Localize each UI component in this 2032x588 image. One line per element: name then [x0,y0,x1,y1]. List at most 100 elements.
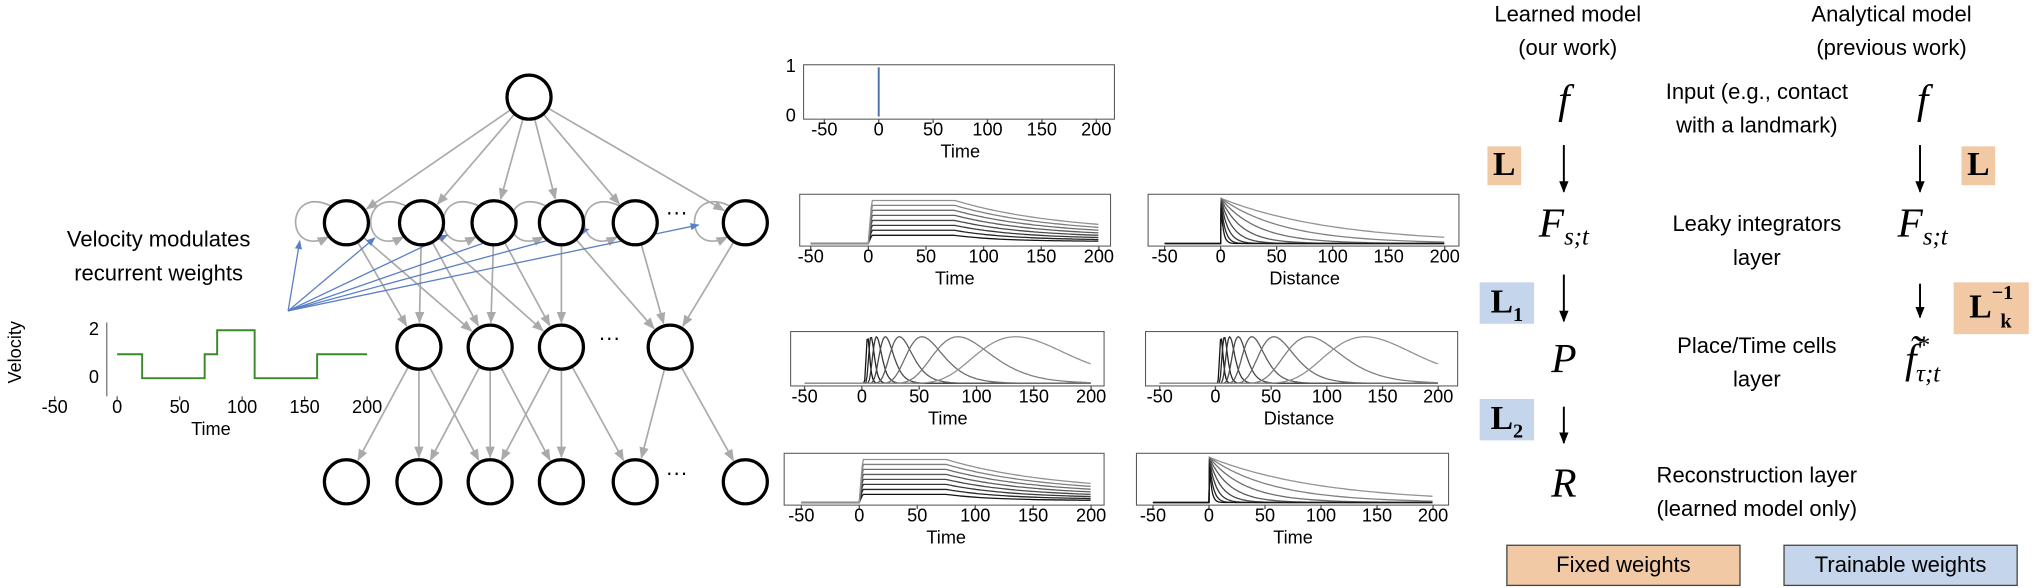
neuron [395,458,443,506]
layer-description: Leaky integrators [1672,211,1841,236]
operator-box [1479,398,1535,441]
curve [801,463,1091,504]
mini-plot: -50 0 50 100 150 200 Time 0 2 Velocity [5,319,382,439]
math-sub: k [2000,310,2012,332]
model-title: Analytical model [1811,1,1971,26]
self-loop [693,201,731,246]
y-tick-label: 0 [89,367,99,387]
network: ··· ··· ··· Velocity modulates recurrent wei… [67,73,769,506]
curve [1159,336,1438,385]
x-axis-label: Time [928,408,968,428]
x-tick-label: 100 [960,506,990,526]
mini-plot: -50 0 50 100 150 200 Time [1135,452,1450,548]
mini-plot: -50 0 50 100 150 200 Distance [1144,331,1459,428]
curve [801,488,1091,504]
neuron [611,199,659,247]
connection [365,108,512,210]
velocity-modulation [287,237,376,312]
curve [810,204,1099,245]
x-tick-label: 200 [1076,506,1106,526]
velocity-modulation [287,240,303,311]
neuron [505,73,553,121]
layer-description: with a landmark) [1675,113,1837,138]
curve [1164,197,1445,245]
curve [801,493,1091,504]
x-tick-label: 0 [1204,506,1214,526]
x-tick-label: 100 [1318,247,1348,267]
neuron [466,458,514,506]
mini-plot: -50 0 50 100 150 200 Time [783,452,1106,548]
connection [356,241,408,327]
connection [431,241,480,327]
neuron [611,458,659,506]
x-tick-label: 0 [857,386,867,406]
x-tick-label: 200 [1418,506,1448,526]
curve [1164,208,1445,245]
legend-label: Trainable weights [1815,552,1987,577]
math-symbol: L [1967,146,1989,183]
layer-description: Input (e.g., contact [1666,79,1848,104]
math-sup: * [1917,332,1930,359]
x-tick-label: 50 [170,397,190,417]
connection [682,241,735,328]
plot-frame [790,331,1105,387]
ellipsis: ··· [666,460,688,485]
plot-frame [783,452,1105,506]
x-tick-label: 100 [1312,386,1342,406]
velocity-note: Velocity modulates [67,227,250,252]
x-tick-label: 0 [874,120,884,140]
x-tick-label: -50 [1140,506,1166,526]
layer-description: (learned model only) [1657,496,1858,521]
plot-frame [803,64,1115,120]
x-tick-label: 200 [1423,386,1453,406]
curve [1152,463,1433,504]
curve [810,199,1099,245]
connection [547,107,726,212]
math-sub: s;t [1923,223,1949,250]
curve [801,478,1091,504]
curve [810,219,1099,245]
y-tick-label: 0 [786,105,796,125]
x-tick-label: 150 [1367,386,1397,406]
plot-frame [107,322,380,396]
y-axis-label: Velocity [5,320,25,383]
mini-plot: -50 0 50 100 150 200 Time 0 1 [786,56,1115,162]
neuron [397,199,446,247]
math-symbol: P [1550,335,1576,381]
neuron [470,199,518,247]
x-tick-label: 150 [1019,386,1049,406]
math-main: L [1967,146,1989,183]
x-tick-label: 50 [1267,247,1287,267]
x-tick-label: 150 [1018,506,1048,526]
x-tick-label: -50 [798,247,824,267]
math-symbol: L [1493,146,1515,183]
math-sub: 1 [1513,304,1523,326]
x-axis-label: Time [926,528,966,548]
ellipsis: ··· [598,325,620,350]
curve [801,458,1091,504]
layer-description: Place/Time cells [1677,333,1836,358]
operator-box [1953,282,2029,335]
neuron [466,323,514,371]
curve [801,473,1091,504]
connection [357,366,410,462]
model-title: Learned model [1494,1,1641,26]
curve [804,336,1091,385]
math-symbol: L2 [1491,400,1524,443]
x-tick-label: 0 [112,397,122,417]
x-tick-label: 50 [909,386,929,406]
x-tick-label: -50 [791,386,817,406]
connection [500,366,552,462]
curve [810,234,1099,245]
math-main: L [1491,400,1513,437]
math-symbol: f̃* τ;t [1905,332,1941,387]
neuron [395,323,443,371]
velocity-modulation [287,234,449,312]
operator-box [1961,146,1996,186]
connection [428,366,480,462]
neuron [721,458,769,506]
curve [1164,197,1445,245]
curve [1159,336,1438,385]
